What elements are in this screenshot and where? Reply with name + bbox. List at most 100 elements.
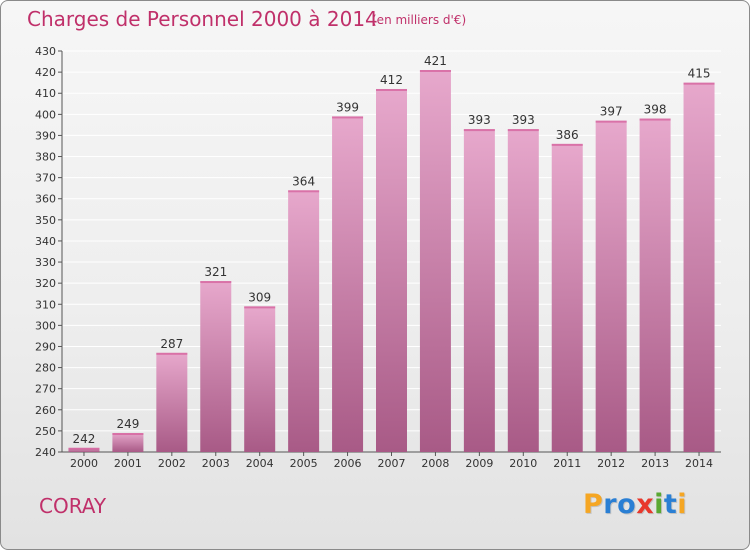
logo-letter: i	[654, 489, 664, 520]
data-label: 398	[644, 103, 667, 117]
y-tick-label: 390	[35, 129, 56, 142]
chart-title: Charges de Personnel 2000 à 2014	[27, 7, 378, 31]
bar	[419, 69, 451, 452]
bar	[507, 129, 539, 452]
bar-group: 398	[639, 103, 671, 453]
y-tick-label: 360	[35, 193, 56, 206]
data-label: 393	[512, 113, 535, 127]
bar-top-edge	[244, 306, 276, 309]
bar	[200, 281, 232, 452]
data-label: 399	[336, 100, 359, 114]
y-tick-label: 290	[35, 340, 56, 353]
x-tick-label: 2009	[465, 457, 493, 470]
bar-group: 421	[419, 54, 451, 452]
data-label: 397	[600, 105, 623, 119]
bar-top-edge	[463, 129, 495, 132]
data-label: 421	[424, 54, 447, 68]
bar	[595, 120, 627, 452]
bar	[112, 433, 144, 452]
logo-letter: r	[603, 489, 618, 520]
bar-top-edge	[156, 352, 188, 355]
y-tick-label: 420	[35, 66, 56, 79]
bar	[463, 129, 495, 452]
proxiti-logo: Proxiti	[583, 489, 687, 520]
bar	[551, 143, 583, 452]
x-tick-label: 2003	[202, 457, 230, 470]
bar-group: 309	[244, 290, 276, 452]
x-tick-label: 2008	[421, 457, 449, 470]
x-tick-label: 2001	[114, 457, 142, 470]
x-tick-label: 2014	[685, 457, 713, 470]
commune-name: CORAY	[39, 494, 107, 518]
bar-top-edge	[376, 88, 407, 91]
x-tick-label: 2004	[246, 457, 274, 470]
bar	[332, 116, 364, 452]
bar-group: 249	[112, 417, 144, 452]
data-label: 287	[160, 337, 183, 351]
bar	[288, 190, 320, 452]
bar-top-edge	[200, 281, 232, 284]
bar	[244, 306, 276, 452]
data-label: 393	[468, 113, 491, 127]
x-tick-label: 2013	[641, 457, 669, 470]
x-tick-label: 2006	[334, 457, 362, 470]
logo-letter: o	[617, 489, 637, 520]
y-tick-label: 280	[35, 362, 56, 375]
data-label: 321	[204, 265, 227, 279]
bar-top-edge	[551, 143, 583, 146]
data-label: 242	[73, 432, 96, 446]
y-tick-label: 310	[35, 298, 56, 311]
y-tick-label: 250	[35, 425, 56, 438]
x-tick-label: 2012	[597, 457, 625, 470]
logo-letter: P	[583, 489, 604, 520]
x-tick-label: 2007	[378, 457, 406, 470]
bar-top-edge	[112, 433, 144, 436]
bar-group: 386	[551, 128, 583, 452]
logo-letter: x	[636, 489, 655, 520]
logo-letter: t	[663, 489, 678, 520]
x-tick-label: 2011	[553, 457, 581, 470]
data-label: 415	[688, 67, 711, 81]
y-tick-label: 350	[35, 214, 56, 227]
logo-letter: i	[677, 489, 688, 520]
x-tick-label: 2005	[290, 457, 318, 470]
bar-group: 397	[595, 105, 627, 452]
bar-group: 242	[68, 432, 100, 452]
y-tick-label: 300	[35, 319, 56, 332]
data-label: 412	[380, 73, 403, 87]
y-tick-label: 270	[35, 383, 56, 396]
x-tick-label: 2002	[158, 457, 186, 470]
bar-top-edge	[332, 116, 364, 119]
bar	[156, 352, 188, 452]
y-tick-label: 330	[35, 256, 56, 269]
bar-top-edge	[595, 120, 627, 123]
x-tick-label: 2010	[509, 457, 537, 470]
bar-top-edge	[68, 447, 100, 450]
bar	[639, 118, 671, 453]
y-tick-label: 240	[35, 446, 56, 459]
bar	[376, 88, 407, 452]
data-label: 309	[248, 290, 271, 304]
y-tick-label: 410	[35, 87, 56, 100]
bar-group: 393	[507, 113, 539, 452]
bar-group: 393	[463, 113, 495, 452]
y-tick-label: 400	[35, 108, 56, 121]
bar	[683, 82, 715, 452]
bar	[68, 447, 100, 452]
bar-top-edge	[639, 118, 671, 121]
bar-group: 412	[376, 73, 407, 452]
bar-group: 321	[200, 265, 232, 452]
bar-top-edge	[419, 69, 451, 72]
y-tick-label: 320	[35, 277, 56, 290]
data-label: 386	[556, 128, 579, 142]
bar-top-edge	[683, 82, 715, 85]
bar-group: 364	[288, 174, 320, 452]
y-tick-label: 370	[35, 172, 56, 185]
bar-group: 415	[683, 67, 715, 452]
chart-subtitle: (en milliers d'€)	[372, 13, 467, 27]
bar-group: 399	[332, 100, 364, 452]
x-tick-label: 2000	[70, 457, 98, 470]
y-tick-label: 380	[35, 151, 56, 164]
data-label: 249	[116, 417, 139, 431]
